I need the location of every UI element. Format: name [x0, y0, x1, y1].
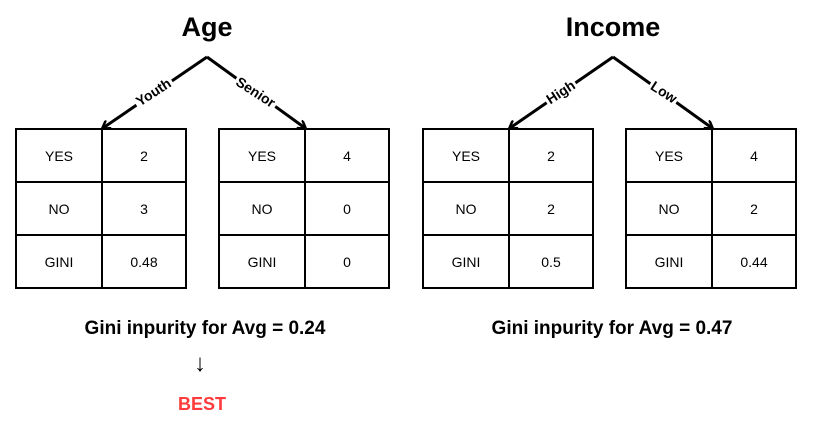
age-youth-table: YES 2 NO 3 GINI 0.48	[15, 128, 187, 289]
table-row: GINI 0.44	[625, 234, 797, 289]
table-row: NO 0	[218, 181, 390, 236]
cell-label: GINI	[422, 234, 510, 289]
cell-value: 2	[101, 128, 187, 183]
best-label: BEST	[178, 394, 227, 414]
cell-label: NO	[422, 181, 510, 236]
table-row: YES 2	[15, 128, 187, 183]
table-row: YES 4	[218, 128, 390, 183]
cell-label: YES	[625, 128, 713, 183]
cell-label: NO	[218, 181, 306, 236]
table-row: GINI 0.48	[15, 234, 187, 289]
cell-label: GINI	[218, 234, 306, 289]
cell-value: 0.5	[508, 234, 594, 289]
cell-value: 3	[101, 181, 187, 236]
cell-label: GINI	[15, 234, 103, 289]
age-senior-table: YES 4 NO 0 GINI 0	[218, 128, 390, 289]
cell-value: 2	[508, 128, 594, 183]
cell-value: 0.44	[711, 234, 797, 289]
table-row: NO 2	[422, 181, 594, 236]
age-gini-result: Gini inpurity for Avg = 0.24	[84, 318, 326, 339]
table-row: YES 2	[422, 128, 594, 183]
income-low-table: YES 4 NO 2 GINI 0.44	[625, 128, 797, 289]
table-row: NO 2	[625, 181, 797, 236]
income-title: Income	[565, 12, 661, 42]
income-high-table: YES 2 NO 2 GINI 0.5	[422, 128, 594, 289]
table-row: GINI 0.5	[422, 234, 594, 289]
cell-value: 0	[304, 234, 390, 289]
cell-value: 0	[304, 181, 390, 236]
table-row: GINI 0	[218, 234, 390, 289]
cell-value: 2	[711, 181, 797, 236]
cell-value: 4	[711, 128, 797, 183]
cell-label: GINI	[625, 234, 713, 289]
cell-label: NO	[15, 181, 103, 236]
cell-value: 4	[304, 128, 390, 183]
cell-label: YES	[218, 128, 306, 183]
table-row: YES 4	[625, 128, 797, 183]
cell-value: 0.48	[101, 234, 187, 289]
table-row: NO 3	[15, 181, 187, 236]
cell-label: YES	[422, 128, 510, 183]
age-title: Age	[181, 12, 233, 42]
down-arrow-icon: ↓	[194, 350, 206, 377]
cell-label: YES	[15, 128, 103, 183]
income-gini-result: Gini inpurity for Avg = 0.47	[491, 318, 733, 339]
cell-label: NO	[625, 181, 713, 236]
cell-value: 2	[508, 181, 594, 236]
